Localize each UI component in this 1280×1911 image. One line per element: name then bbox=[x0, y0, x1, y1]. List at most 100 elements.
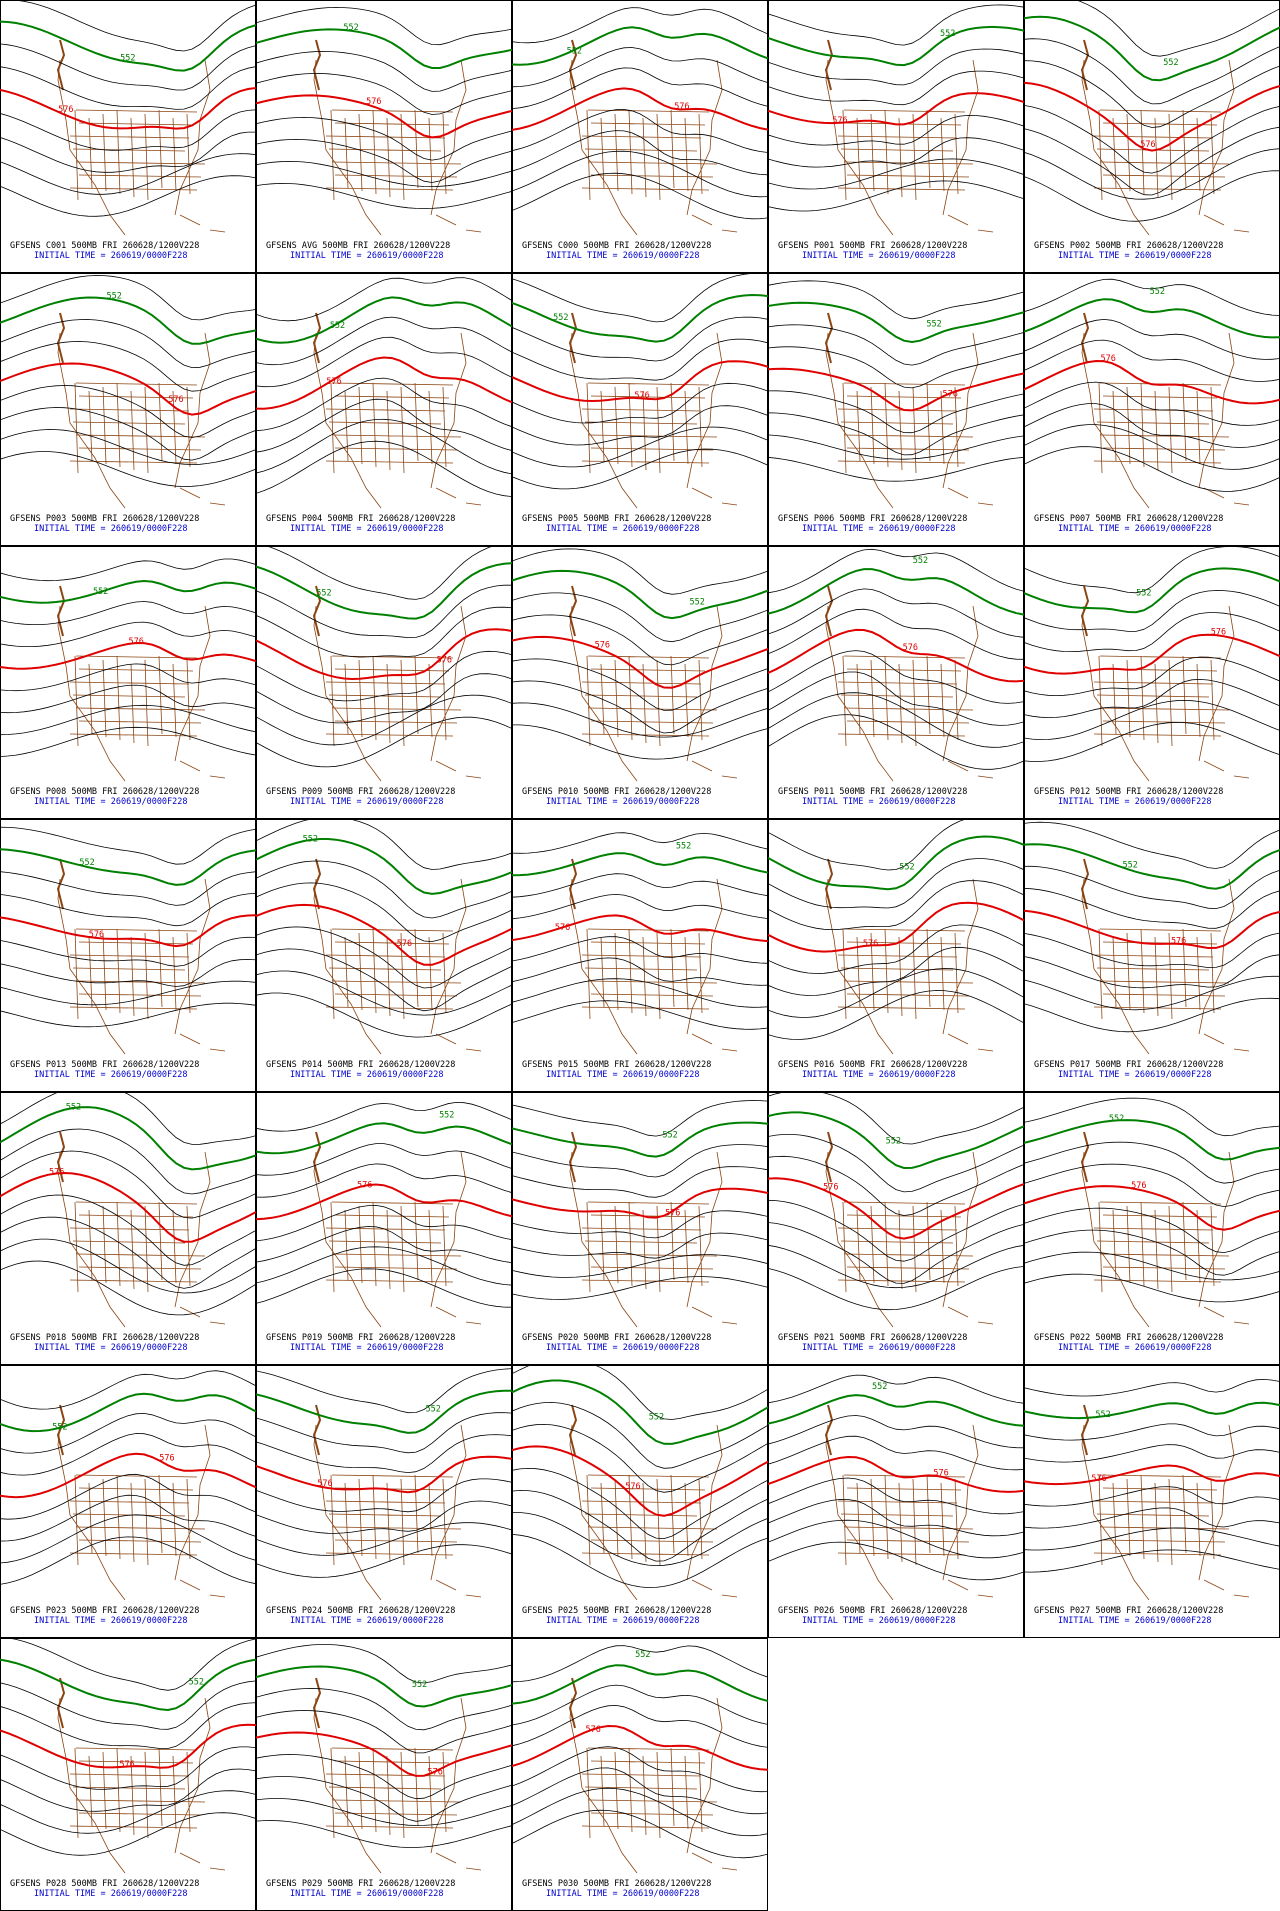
contour bbox=[1024, 1229, 1280, 1276]
contour bbox=[768, 70, 1024, 106]
political-boundaries bbox=[313, 59, 482, 236]
contour bbox=[256, 1798, 512, 1826]
map-panel: 552 576 GFSENS P014 500MB FRI 260628/1200V… bbox=[256, 819, 512, 1092]
contour-552 bbox=[512, 26, 768, 66]
contour-label: 576 bbox=[366, 97, 381, 107]
contour bbox=[512, 382, 768, 424]
contour-label: 576 bbox=[555, 923, 570, 933]
contour-552 bbox=[256, 1122, 512, 1155]
panel-border bbox=[0, 273, 256, 546]
west-coast bbox=[312, 585, 322, 637]
contour-label: 552 bbox=[189, 1678, 204, 1688]
contour bbox=[512, 1467, 768, 1540]
panel-title: GFSENS P029 500MB FRI 260628/1200V228 bbox=[266, 1879, 455, 1889]
contour bbox=[0, 175, 256, 217]
contour bbox=[0, 1812, 256, 1856]
boundaries bbox=[313, 59, 482, 236]
map-panel: 552 576 GFSENS P015 500MB FRI 260628/1200V… bbox=[512, 819, 768, 1092]
contour bbox=[1024, 1423, 1280, 1441]
contour bbox=[256, 440, 512, 497]
map-panel: 552 576 GFSENS C000 500MB FRI 260628/1200V… bbox=[512, 0, 768, 273]
initial-time: INITIAL TIME = 260619/0000F228 bbox=[1058, 1616, 1212, 1626]
west-coast bbox=[568, 858, 578, 910]
contour bbox=[512, 1809, 768, 1859]
contour bbox=[256, 970, 512, 1016]
west-coast bbox=[312, 1677, 322, 1729]
contour bbox=[768, 692, 1024, 748]
map-panel: 552 576 GFSENS C001 500MB FRI 260628/1200V… bbox=[0, 0, 256, 273]
contour bbox=[1024, 318, 1280, 360]
contour bbox=[0, 980, 256, 1006]
initial-time: INITIAL TIME = 260619/0000F228 bbox=[34, 1070, 188, 1080]
contour bbox=[0, 1494, 256, 1542]
contour-576 bbox=[512, 87, 768, 131]
contour-label: 552 bbox=[343, 23, 358, 33]
panel-title: GFSENS P026 500MB FRI 260628/1200V228 bbox=[778, 1606, 967, 1616]
contour-label: 552 bbox=[79, 858, 94, 868]
contour bbox=[0, 726, 256, 757]
map-panel: 552 576 GFSENS P029 500MB FRI 260628/1200V… bbox=[256, 1638, 512, 1911]
contour-552 bbox=[768, 1111, 1024, 1170]
west-coast bbox=[568, 585, 578, 637]
contour-576 bbox=[768, 367, 1024, 412]
contour-label: 576 bbox=[933, 1469, 948, 1479]
contour bbox=[0, 319, 256, 369]
contour bbox=[768, 1415, 1024, 1449]
panel-border bbox=[0, 546, 256, 819]
contour bbox=[768, 1222, 1024, 1284]
contour bbox=[1024, 105, 1280, 174]
contour-label: 576 bbox=[1091, 1474, 1106, 1484]
contour bbox=[512, 1401, 768, 1469]
boundaries bbox=[57, 1697, 226, 1874]
contour bbox=[0, 407, 256, 461]
contour-label: 576 bbox=[168, 395, 183, 405]
contour-552 bbox=[768, 301, 1024, 344]
contour bbox=[512, 873, 768, 898]
contour bbox=[512, 1767, 768, 1815]
contour bbox=[512, 548, 768, 595]
contour bbox=[512, 832, 768, 854]
west-coast bbox=[312, 858, 322, 910]
contour bbox=[0, 1128, 256, 1195]
panel-title: GFSENS P019 500MB FRI 260628/1200V228 bbox=[266, 1333, 455, 1343]
contour-576 bbox=[256, 1183, 512, 1221]
contour bbox=[0, 66, 256, 110]
contour bbox=[256, 673, 512, 724]
contour bbox=[768, 1435, 1024, 1471]
contour-label: 576 bbox=[89, 930, 104, 940]
contour-576 bbox=[256, 1455, 512, 1494]
map-panel: 552 576 GFSENS P019 500MB FRI 260628/1200V… bbox=[256, 1092, 512, 1365]
contour bbox=[768, 714, 1024, 770]
contour-552 bbox=[768, 1394, 1024, 1427]
contour-label: 552 bbox=[635, 1650, 650, 1660]
contour bbox=[768, 324, 1024, 366]
panel-title: GFSENS P013 500MB FRI 260628/1200V228 bbox=[10, 1060, 199, 1070]
contour bbox=[256, 377, 512, 432]
map-panel: 552 576 GFSENS P004 500MB FRI 260628/1200V… bbox=[256, 273, 512, 546]
contour bbox=[512, 172, 768, 220]
political-boundaries bbox=[57, 1697, 226, 1874]
contour-552 bbox=[768, 568, 1024, 616]
contour-552 bbox=[0, 1392, 256, 1433]
boundaries bbox=[57, 878, 226, 1055]
boundaries bbox=[825, 878, 994, 1055]
contour bbox=[768, 412, 1024, 456]
contour-label: 576 bbox=[1211, 628, 1226, 638]
contour bbox=[768, 1134, 1024, 1193]
initial-time: INITIAL TIME = 260619/0000F228 bbox=[34, 797, 188, 807]
contour bbox=[512, 273, 768, 323]
contour-576 bbox=[1024, 1464, 1280, 1486]
contour-552 bbox=[1024, 1401, 1280, 1420]
contour-552 bbox=[256, 1665, 512, 1708]
contour bbox=[1024, 1097, 1280, 1137]
contour-576 bbox=[0, 1171, 256, 1243]
panel-title: GFSENS P018 500MB FRI 260628/1200V228 bbox=[10, 1333, 199, 1343]
contour bbox=[1024, 1141, 1280, 1184]
panel-border bbox=[768, 0, 1024, 273]
west-coast bbox=[824, 858, 834, 910]
contour-label: 576 bbox=[586, 1725, 601, 1735]
contour bbox=[768, 548, 1024, 594]
contour bbox=[768, 1199, 1024, 1262]
contour-label: 576 bbox=[674, 102, 689, 112]
contour-label: 552 bbox=[316, 589, 331, 599]
